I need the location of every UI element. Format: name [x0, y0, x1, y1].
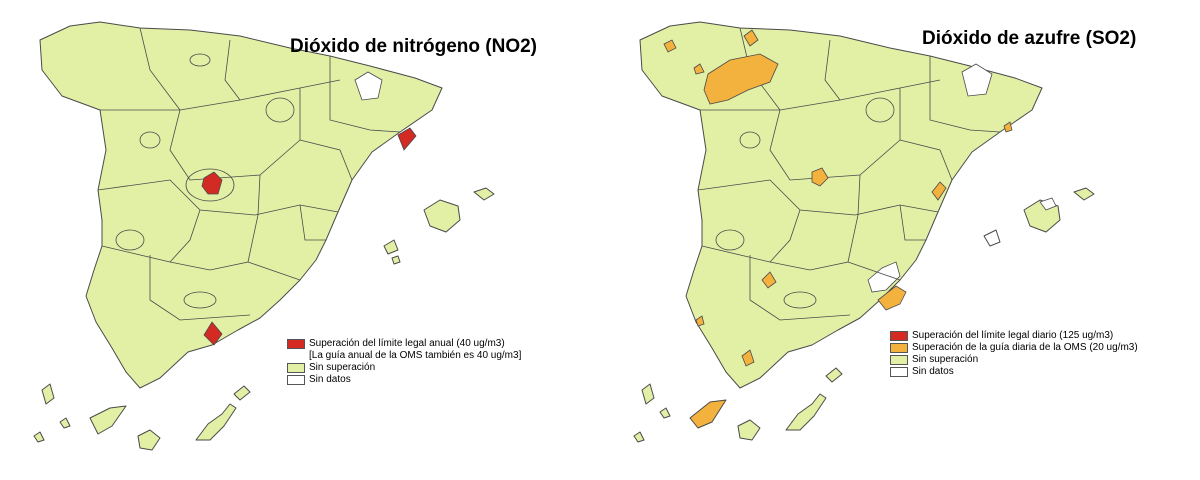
exceed-who-zone-gibraltar	[741, 349, 755, 367]
exceed-who-zone-castellon	[931, 181, 947, 201]
exceed-who-zone-murcia	[877, 285, 907, 311]
legend-item-exceed-who: Superación de la guía diaria de la OMS (…	[890, 342, 1138, 354]
no2-legend: Superación del límite legal anual (40 ug…	[287, 338, 521, 386]
so2-map-title: Dióxido de azufre (SO2)	[922, 28, 1137, 49]
legend-item-no-data: Sin datos	[287, 374, 521, 386]
legend-swatch	[287, 339, 305, 349]
no2-map-title: Dióxido de nitrógeno (NO2)	[290, 36, 537, 57]
legend-label: Superación del límite legal anual (40 ug…	[309, 338, 505, 349]
so2-legend: Superación del límite legal diario (125 …	[890, 330, 1138, 378]
exceed-who-zone-tenerife	[689, 399, 727, 429]
exceed-who-zone-leon-asturias	[703, 53, 779, 105]
no-data-zone-pyrenees	[354, 71, 383, 101]
no-data-zone-mallorca	[1039, 197, 1057, 211]
legend-item-no-data: Sin datos	[890, 366, 1138, 378]
so2-map-panel: Dióxido de azufre (SO2) Superación del l…	[600, 0, 1200, 480]
legend-label: Sin superación	[309, 362, 376, 373]
exceed-who-zone-huelva	[695, 315, 705, 327]
exceed-who-zone-galicia-2	[693, 63, 705, 75]
exceed-zone-madrid	[201, 171, 223, 195]
so2-map	[633, 21, 1095, 443]
exceed-zone-granada	[203, 321, 223, 346]
legend-label: Superación del límite legal diario (125 …	[912, 330, 1114, 341]
legend-swatch	[287, 363, 305, 373]
balearic-islands	[383, 187, 495, 265]
legend-item-no-exceed: Sin superación	[287, 362, 521, 374]
no2-map	[33, 21, 495, 451]
exceed-who-zone-cordoba	[761, 271, 777, 289]
iberian-peninsula	[39, 21, 443, 389]
exceed-zone-barcelona	[397, 127, 417, 151]
legend-label: Sin superación	[912, 354, 979, 365]
legend-item-exceed-legal: Superación del límite legal anual (40 ug…	[287, 338, 521, 350]
legend-swatch	[890, 355, 908, 365]
legend-label: Sin datos	[309, 374, 351, 385]
legend-swatch	[890, 343, 908, 353]
exceed-who-zone-tarragona	[1003, 121, 1013, 133]
exceed-who-zone-galicia	[663, 39, 677, 53]
balearic-islands	[983, 187, 1095, 247]
exceed-who-zone-cantabria	[743, 29, 759, 47]
canary-islands	[33, 383, 251, 451]
legend-label: Sin datos	[912, 366, 954, 377]
legend-swatch	[287, 375, 305, 385]
canary-islands	[633, 367, 843, 443]
legend-label: Superación de la guía diaria de la OMS (…	[912, 342, 1138, 353]
region-borders	[97, 27, 401, 321]
legend-item-no-exceed: Sin superación	[890, 354, 1138, 366]
legend-item-exceed-legal: Superación del límite legal diario (125 …	[890, 330, 1138, 342]
legend-label: [La guía anual de la OMS también es 40 u…	[309, 350, 522, 361]
legend-note-who: [La guía anual de la OMS también es 40 u…	[287, 350, 521, 362]
exceed-who-zone-madrid	[811, 167, 829, 187]
no-data-zone-alicante	[867, 261, 901, 293]
no-data-zone-pyrenees	[961, 63, 993, 97]
legend-swatch	[890, 367, 908, 377]
legend-swatch	[890, 331, 908, 341]
no2-map-panel: Dióxido de nitrógeno (NO2) Superación de…	[33, 21, 537, 451]
